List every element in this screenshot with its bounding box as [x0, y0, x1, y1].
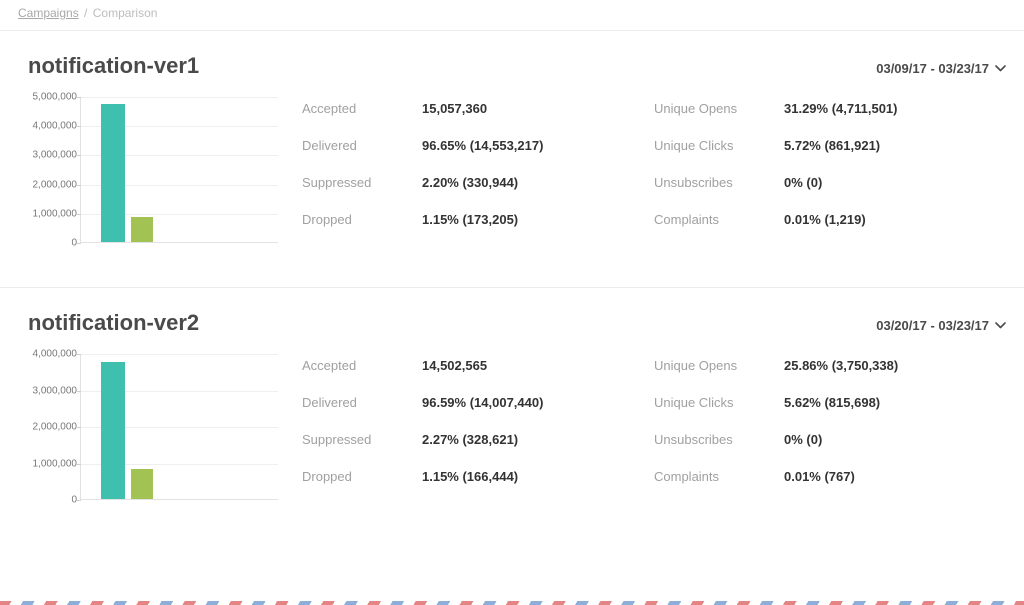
- chart-bar: [101, 104, 125, 242]
- stat-value: 0.01% (1,219): [784, 212, 866, 227]
- y-tick-label: 0: [71, 238, 81, 249]
- campaign-body: 01,000,0002,000,0003,000,0004,000,000Acc…: [18, 354, 1006, 514]
- stat-row: Unique Clicks5.62% (815,698): [654, 395, 1006, 410]
- stat-value: 2.27% (328,621): [422, 432, 518, 447]
- y-tick-label: 4,000,000: [33, 121, 82, 132]
- stat-row: Dropped1.15% (173,205): [302, 212, 654, 227]
- stat-value: 14,502,565: [422, 358, 487, 373]
- stats-column: Unique Opens25.86% (3,750,338) Unique Cli…: [654, 358, 1006, 484]
- stat-value: 1.15% (173,205): [422, 212, 518, 227]
- stat-value: 25.86% (3,750,338): [784, 358, 898, 373]
- chart-bar: [131, 217, 153, 242]
- bar-chart: 01,000,0002,000,0003,000,0004,000,000: [18, 354, 278, 514]
- stats-grid: Accepted14,502,565 Delivered96.59% (14,00…: [278, 354, 1006, 484]
- stat-row: Unsubscribes0% (0): [654, 432, 1006, 447]
- stat-value: 0.01% (767): [784, 469, 855, 484]
- y-tick-label: 1,000,000: [33, 458, 82, 469]
- stat-label: Complaints: [654, 469, 784, 484]
- stat-row: Complaints0.01% (1,219): [654, 212, 1006, 227]
- chevron-down-icon: [995, 65, 1006, 72]
- stat-label: Suppressed: [302, 432, 422, 447]
- date-range-text: 03/20/17 - 03/23/17: [876, 318, 989, 333]
- stat-row: Suppressed2.20% (330,944): [302, 175, 654, 190]
- stat-row: Unique Opens25.86% (3,750,338): [654, 358, 1006, 373]
- chart-plot-area: 01,000,0002,000,0003,000,0004,000,000: [80, 354, 278, 500]
- stat-value: 96.65% (14,553,217): [422, 138, 543, 153]
- campaign-header: notification-ver1 03/09/17 - 03/23/17: [18, 53, 1006, 79]
- stat-value: 31.29% (4,711,501): [784, 101, 897, 116]
- campaign-body: 01,000,0002,000,0003,000,0004,000,0005,0…: [18, 97, 1006, 257]
- stat-label: Unique Opens: [654, 358, 784, 373]
- bar-chart: 01,000,0002,000,0003,000,0004,000,0005,0…: [18, 97, 278, 257]
- striped-divider: [0, 601, 1024, 605]
- campaign-panel: notification-ver203/20/17 - 03/23/1701,0…: [0, 288, 1024, 544]
- stat-label: Dropped: [302, 469, 422, 484]
- stat-label: Unique Opens: [654, 101, 784, 116]
- y-tick-label: 0: [71, 495, 81, 506]
- stats-grid: Accepted15,057,360 Delivered96.65% (14,55…: [278, 97, 1006, 227]
- stats-column: Unique Opens31.29% (4,711,501) Unique Cli…: [654, 101, 1006, 227]
- stat-value: 5.72% (861,921): [784, 138, 880, 153]
- y-tick-label: 3,000,000: [33, 385, 82, 396]
- y-tick-label: 2,000,000: [33, 422, 82, 433]
- stat-row: Complaints0.01% (767): [654, 469, 1006, 484]
- stat-row: Unique Opens31.29% (4,711,501): [654, 101, 1006, 116]
- campaign-panel: notification-ver103/09/17 - 03/23/1701,0…: [0, 31, 1024, 288]
- chart-plot-area: 01,000,0002,000,0003,000,0004,000,0005,0…: [80, 97, 278, 243]
- stat-row: Accepted14,502,565: [302, 358, 654, 373]
- stat-value: 0% (0): [784, 432, 822, 447]
- campaign-title: notification-ver1: [28, 53, 199, 79]
- date-range-text: 03/09/17 - 03/23/17: [876, 61, 989, 76]
- breadcrumb-link-campaigns[interactable]: Campaigns: [18, 6, 79, 20]
- y-tick-label: 5,000,000: [33, 92, 82, 103]
- breadcrumb-current: Comparison: [93, 6, 158, 20]
- stat-label: Unsubscribes: [654, 175, 784, 190]
- stats-column: Accepted14,502,565 Delivered96.59% (14,00…: [302, 358, 654, 484]
- grid-line: [81, 97, 278, 98]
- stat-row: Unsubscribes0% (0): [654, 175, 1006, 190]
- stat-value: 5.62% (815,698): [784, 395, 880, 410]
- y-tick-label: 3,000,000: [33, 150, 82, 161]
- stat-label: Unique Clicks: [654, 395, 784, 410]
- chevron-down-icon: [995, 322, 1006, 329]
- stat-label: Delivered: [302, 138, 422, 153]
- stat-label: Unsubscribes: [654, 432, 784, 447]
- stat-label: Suppressed: [302, 175, 422, 190]
- breadcrumb: Campaigns / Comparison: [0, 0, 1024, 31]
- stat-row: Delivered96.65% (14,553,217): [302, 138, 654, 153]
- stat-row: Unique Clicks5.72% (861,921): [654, 138, 1006, 153]
- stat-label: Accepted: [302, 101, 422, 116]
- stat-row: Delivered96.59% (14,007,440): [302, 395, 654, 410]
- date-range-selector[interactable]: 03/09/17 - 03/23/17: [876, 61, 1006, 76]
- stat-label: Dropped: [302, 212, 422, 227]
- stat-label: Accepted: [302, 358, 422, 373]
- campaign-title: notification-ver2: [28, 310, 199, 336]
- y-tick-label: 2,000,000: [33, 179, 82, 190]
- stat-row: Suppressed2.27% (328,621): [302, 432, 654, 447]
- stat-value: 1.15% (166,444): [422, 469, 518, 484]
- chart-bar: [131, 469, 153, 499]
- stat-value: 96.59% (14,007,440): [422, 395, 543, 410]
- y-tick-label: 4,000,000: [33, 349, 82, 360]
- stat-value: 2.20% (330,944): [422, 175, 518, 190]
- stat-row: Dropped1.15% (166,444): [302, 469, 654, 484]
- date-range-selector[interactable]: 03/20/17 - 03/23/17: [876, 318, 1006, 333]
- chart-bar: [101, 362, 125, 499]
- stat-value: 0% (0): [784, 175, 822, 190]
- stat-label: Complaints: [654, 212, 784, 227]
- stat-label: Delivered: [302, 395, 422, 410]
- stat-row: Accepted15,057,360: [302, 101, 654, 116]
- stat-label: Unique Clicks: [654, 138, 784, 153]
- breadcrumb-separator: /: [84, 6, 87, 20]
- grid-line: [81, 354, 278, 355]
- y-tick-label: 1,000,000: [33, 208, 82, 219]
- stat-value: 15,057,360: [422, 101, 487, 116]
- stats-column: Accepted15,057,360 Delivered96.65% (14,55…: [302, 101, 654, 227]
- campaign-header: notification-ver2 03/20/17 - 03/23/17: [18, 310, 1006, 336]
